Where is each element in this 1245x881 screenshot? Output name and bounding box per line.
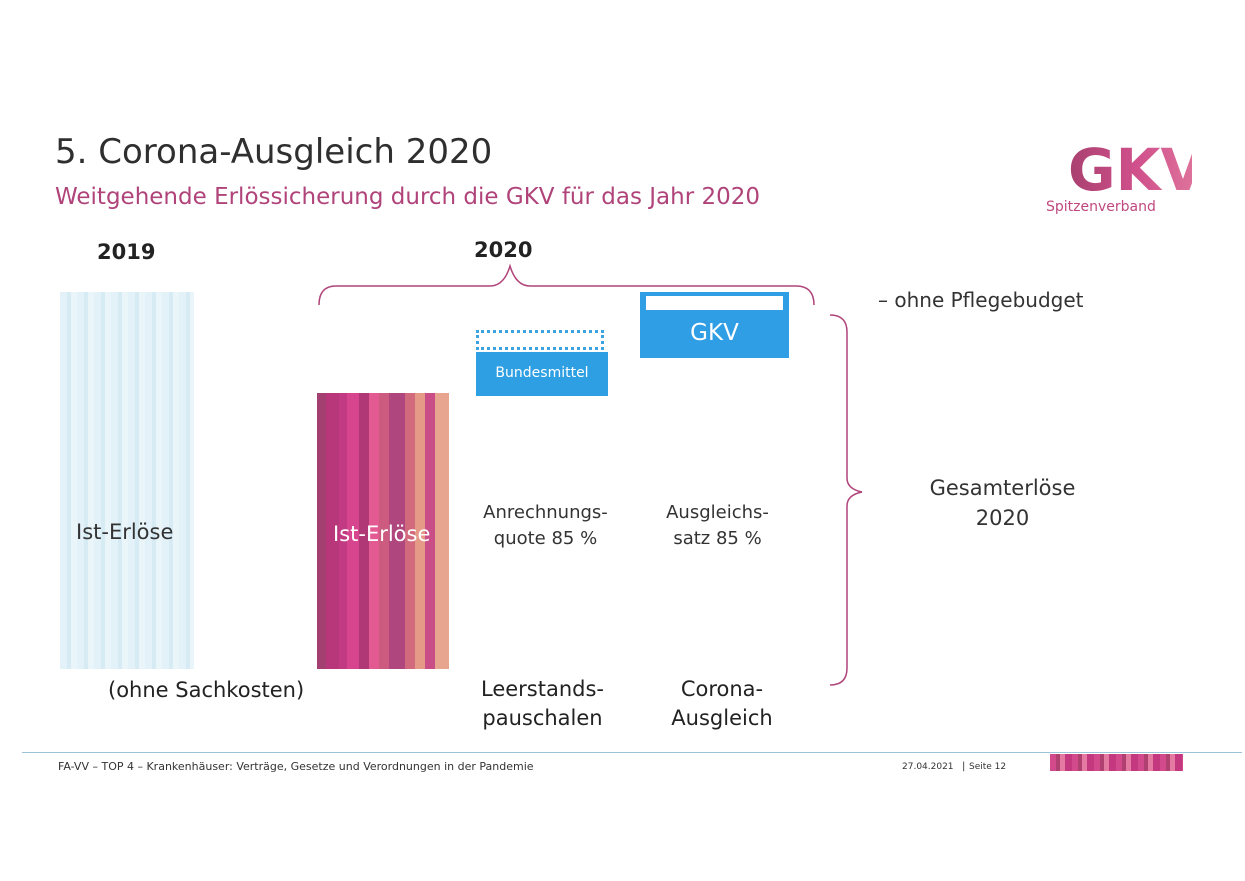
leerstand-line2: pauschalen xyxy=(482,706,603,730)
gkv-box-top-strip xyxy=(646,296,783,310)
leerstandspauschalen-label: Leerstands- pauschalen xyxy=(455,675,630,733)
ausgleichssatz-text: Ausgleichs- satz 85 % xyxy=(640,500,795,552)
bundesmittel-dotted-box xyxy=(476,330,604,350)
corona-ausgleich-label: Corona- Ausgleich xyxy=(638,675,806,733)
logo-mark: GKV xyxy=(1068,136,1192,204)
corona-line2: Ausgleich xyxy=(671,706,773,730)
logo-text: Spitzenverband xyxy=(1046,199,1156,215)
ausgleich-line2: satz 85 % xyxy=(673,528,762,549)
footer-divider xyxy=(22,752,1242,753)
gesamt-line2: 2020 xyxy=(975,506,1030,530)
page-title: 5. Corona-Ausgleich 2020 xyxy=(55,132,493,172)
bar-2019-label: Ist-Erlöse xyxy=(76,520,174,544)
footer-page: Seite 12 xyxy=(969,762,1007,772)
bar-2020-ist-erloese xyxy=(317,393,449,669)
footer-date: 27.04.2021 xyxy=(902,762,954,772)
bar-2019-ist-erloese xyxy=(60,292,194,669)
anrechnungsquote-text: Anrechnungs- quote 85 % xyxy=(468,500,623,552)
page-subtitle: Weitgehende Erlössicherung durch die GKV… xyxy=(55,184,761,210)
bar-2020-label: Ist-Erlöse xyxy=(333,522,431,546)
ohne-pflegebudget-note: – ohne Pflegebudget xyxy=(878,288,1084,312)
right-brace-icon xyxy=(829,314,863,686)
gkv-logo-icon: GKV xyxy=(1068,136,1192,204)
footer-color-bar xyxy=(1050,754,1183,771)
ausgleich-line1: Ausgleichs- xyxy=(666,502,769,523)
year-2020-label: 2020 xyxy=(474,238,533,262)
footer-text: FA-VV – TOP 4 – Krankenhäuser: Verträge,… xyxy=(58,760,534,773)
anrechnung-line1: Anrechnungs- xyxy=(483,502,608,523)
leerstand-line1: Leerstands- xyxy=(480,677,604,701)
gkv-label: GKV xyxy=(690,320,739,346)
gesamterloese-label: Gesamterlöse 2020 xyxy=(905,473,1100,533)
anrechnung-line2: quote 85 % xyxy=(493,528,598,549)
ohne-sachkosten-label: (ohne Sachkosten) xyxy=(108,678,305,702)
corona-line1: Corona- xyxy=(680,677,764,701)
footer-separator: | xyxy=(962,761,966,772)
bundesmittel-box xyxy=(476,352,608,396)
gesamt-line1: Gesamterlöse xyxy=(929,476,1076,500)
bundesmittel-label: Bundesmittel xyxy=(495,365,589,381)
year-2019-label: 2019 xyxy=(97,240,156,264)
